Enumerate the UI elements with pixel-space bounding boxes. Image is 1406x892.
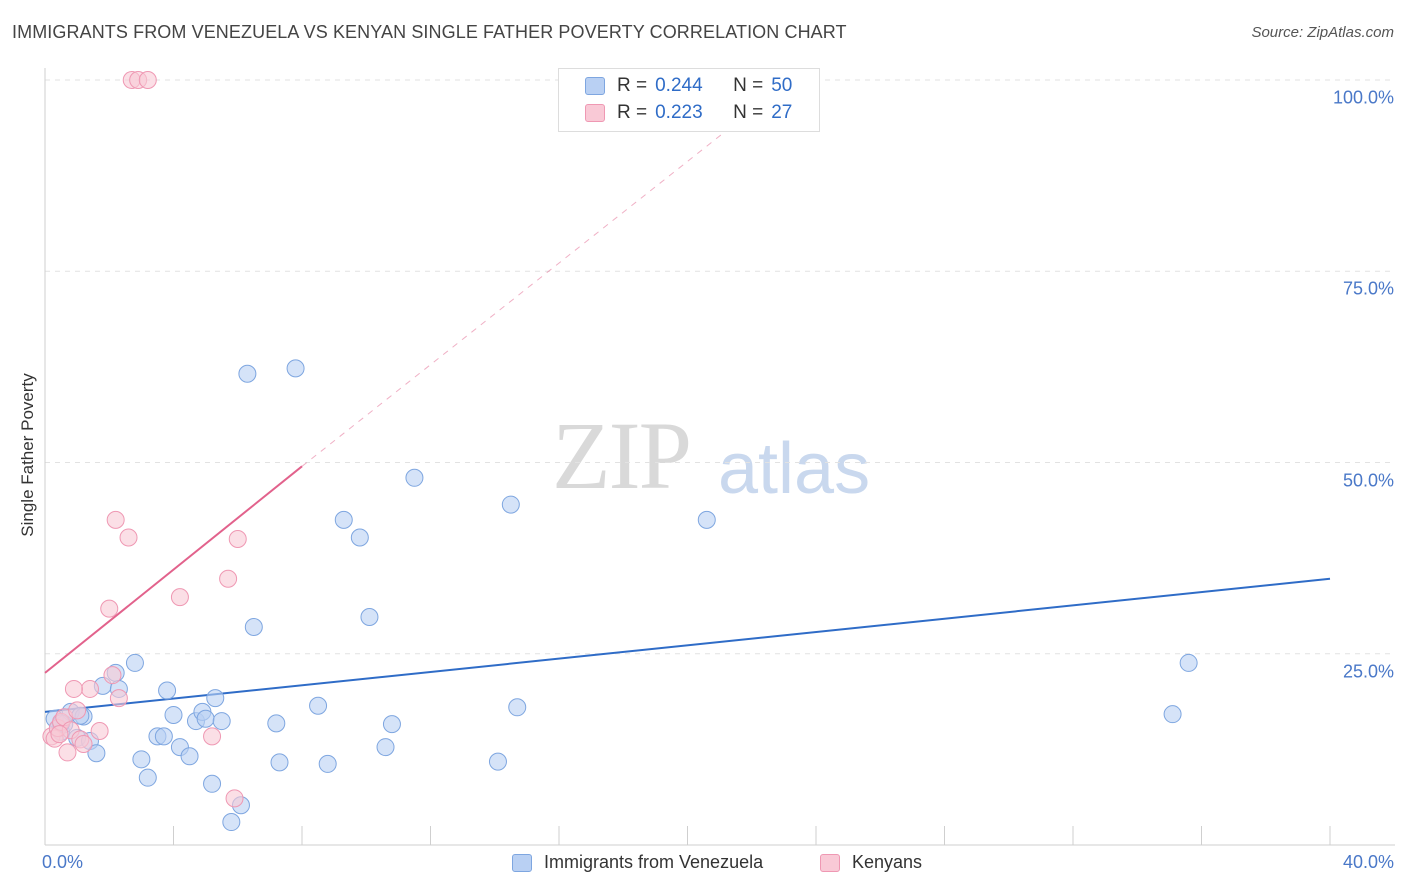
kenyan-point [138,71,157,89]
venezuela-point [697,510,716,529]
kenyan-point [228,530,247,548]
venezuela-point [508,698,527,717]
venezuela-point [87,744,106,763]
r-label: R = [617,102,648,123]
venezuela-point [376,738,395,757]
stats-legend-row-kenyans: R = 0.223 N = 27 [585,102,792,124]
kenyan-point [50,725,69,744]
venezuela-point [334,510,353,529]
venezuela-point [222,813,241,832]
blue-swatch-icon [512,853,532,872]
kenyan-point [106,510,125,529]
kenyan-point [64,679,83,698]
venezuela-point [203,774,222,793]
venezuela-point [350,528,369,547]
n-value: 50 [771,75,793,96]
venezuela-point [125,653,144,672]
kenyan-point [203,727,222,746]
x-tick-label-min: 0.0% [42,852,84,872]
pink-swatch-icon [820,853,840,872]
kenyan-point [90,722,109,741]
venezuela-point [318,754,337,773]
venezuela-point [1163,705,1182,724]
kenyan-point [58,743,77,762]
stats-legend: R = 0.244 N = 50 R = 0.223 N = 27 [558,68,820,132]
venezuela-point [154,727,173,746]
venezuela-point [309,696,328,715]
kenyan-point [103,666,122,685]
source-label: Source: ZipAtlas.com [1251,24,1394,41]
legend-label-venezuela: Immigrants from Venezuela [544,852,764,872]
legend-item-kenyans[interactable]: Kenyans [820,852,922,873]
watermark-atlas: atlas [718,429,871,509]
venezuela-trendline [44,577,1331,713]
kenyan-point [100,599,119,618]
r-value: 0.223 [655,102,703,123]
stats-legend-row-venezuela: R = 0.244 N = 50 [585,75,792,97]
r-label: R = [617,75,648,96]
y-tick-label-75: 75.0% [1342,278,1394,299]
kenyan-point [170,588,189,607]
venezuela-point [382,715,401,734]
kenyan-trendline-extension [301,110,753,467]
venezuela-point [405,468,424,487]
venezuela-point [132,750,151,769]
n-value: 27 [771,102,793,123]
kenyan-point [219,569,238,588]
kenyan-point [74,735,93,754]
y-tick-label-100: 100.0% [1332,87,1394,108]
kenyan-trendline [44,465,303,674]
blue-swatch-icon [585,77,605,95]
venezuela-point [286,359,305,378]
points [42,71,1198,832]
venezuela-point [501,495,520,514]
y-axis-label: Single Father Poverty [18,373,37,537]
legend-item-venezuela[interactable]: Immigrants from Venezuela [512,852,763,873]
venezuela-point [206,689,225,708]
venezuela-point [244,617,263,636]
venezuela-point [164,705,183,724]
venezuela-point [196,709,215,728]
pink-swatch-icon [585,104,605,122]
venezuela-point [488,752,507,771]
kenyan-point [109,689,128,708]
venezuela-point [270,753,289,772]
r-value: 0.244 [655,75,703,96]
kenyan-point [68,701,87,720]
legend-label-kenyans: Kenyans [852,852,923,872]
axes [44,68,1395,846]
watermark-zip: ZIP [552,402,692,509]
y-tick-label-25: 25.0% [1342,661,1394,682]
venezuela-point [267,714,286,733]
kenyan-point [80,679,99,698]
venezuela-point [1179,653,1198,672]
venezuela-point [180,747,199,766]
trendlines [44,110,1331,713]
y-tick-label-50: 50.0% [1342,470,1394,490]
x-tick-label-max: 40.0% [1342,852,1394,872]
kenyan-point [119,528,138,547]
venezuela-point [238,364,257,383]
chart-title: IMMIGRANTS FROM VENEZUELA VS KENYAN SING… [12,22,847,42]
venezuela-point [360,608,379,627]
venezuela-point [212,712,231,731]
n-label: N = [733,75,764,96]
venezuela-point [158,681,177,700]
venezuela-point [138,768,157,787]
kenyan-point [225,789,244,808]
n-label: N = [733,102,764,123]
